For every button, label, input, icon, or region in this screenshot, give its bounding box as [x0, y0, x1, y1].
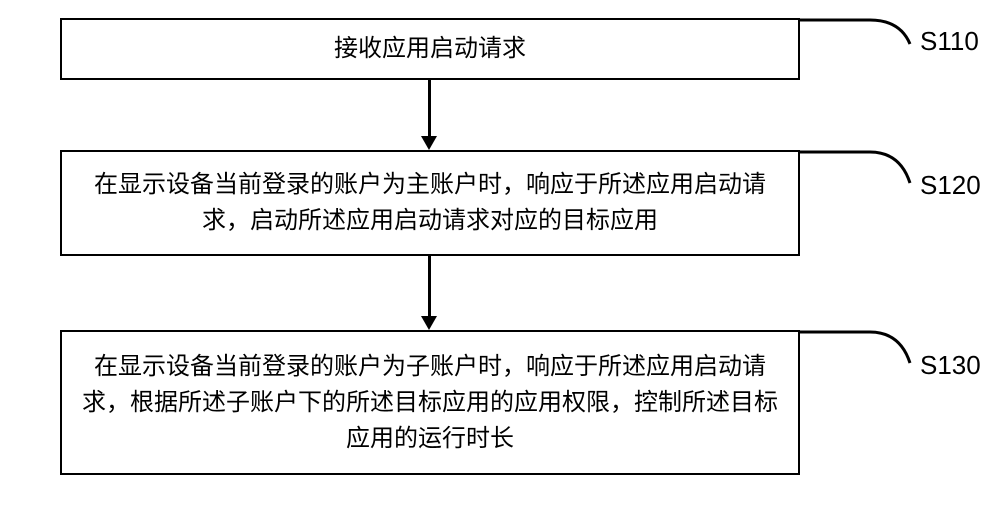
arrow-s110-s120: [428, 80, 431, 138]
arrow-head-s120-s130: [421, 316, 437, 330]
connector-s120: [800, 148, 920, 198]
step-label-s110: S110: [920, 26, 979, 57]
flow-step-s120: 在显示设备当前登录的账户为主账户时，响应于所述应用启动请求，启动所述应用启动请求…: [60, 150, 800, 256]
flow-step-s130: 在显示设备当前登录的账户为子账户时，响应于所述应用启动请求，根据所述子账户下的所…: [60, 330, 800, 475]
flowchart-container: 接收应用启动请求 S110 在显示设备当前登录的账户为主账户时，响应于所述应用启…: [0, 0, 1000, 520]
connector-s110: [800, 16, 920, 56]
flow-step-s130-text: 在显示设备当前登录的账户为子账户时，响应于所述应用启动请求，根据所述子账户下的所…: [82, 349, 778, 457]
arrow-s120-s130: [428, 256, 431, 318]
flow-step-s110-text: 接收应用启动请求: [334, 31, 526, 67]
flow-step-s110: 接收应用启动请求: [60, 18, 800, 80]
step-label-s120: S120: [920, 170, 981, 201]
arrow-head-s110-s120: [421, 136, 437, 150]
flow-step-s120-text: 在显示设备当前登录的账户为主账户时，响应于所述应用启动请求，启动所述应用启动请求…: [82, 167, 778, 239]
connector-s130: [800, 328, 920, 378]
step-label-s130: S130: [920, 350, 981, 381]
